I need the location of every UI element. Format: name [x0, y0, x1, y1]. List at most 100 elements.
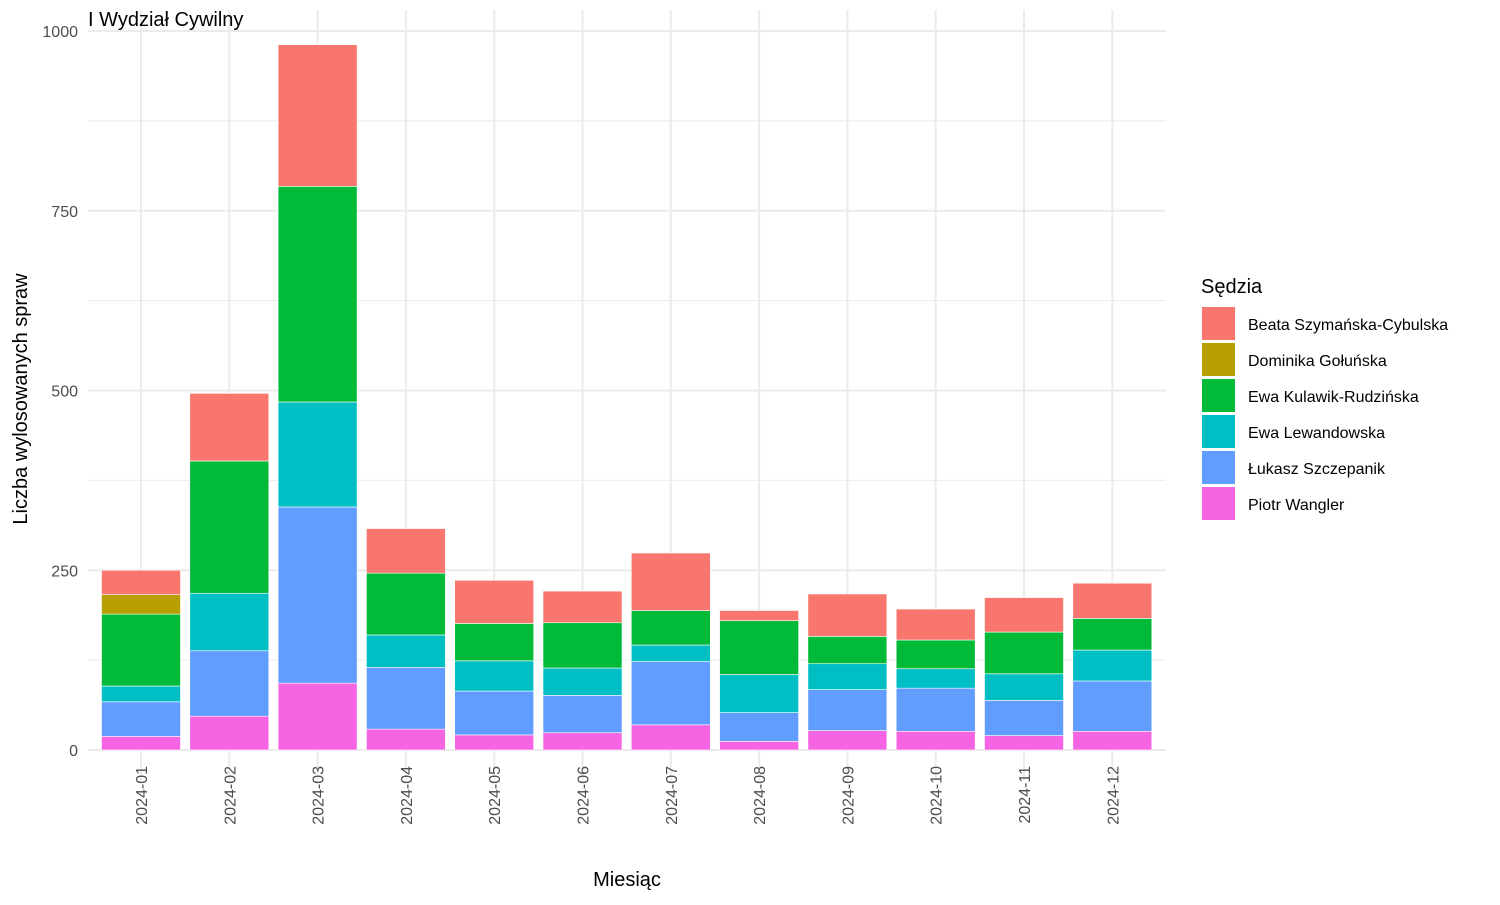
- x-tick-label: 2024-06: [576, 766, 593, 825]
- x-tick-label: 2024-07: [664, 766, 681, 825]
- legend-swatch: [1202, 307, 1235, 340]
- bar-segment: Piotr Wangler · 2024-10: 26: [895, 731, 976, 751]
- bar-segment: Beata Szymańska-Cybulska · 2024-01: 34: [101, 569, 181, 595]
- bar-segment: Łukasz Szczepanik · 2024-11: 49: [984, 700, 1064, 736]
- bar-segment: Łukasz Szczepanik · 2024-12: 70: [1072, 680, 1153, 732]
- x-tick-label: 2024-02: [222, 766, 239, 825]
- bar-segment: Łukasz Szczepanik · 2024-09: 57: [807, 689, 888, 731]
- legend-item: Ewa Lewandowska: [1202, 415, 1385, 448]
- bar-segment: Beata Szymańska-Cybulska · 2024-04: 62: [366, 528, 446, 574]
- bar-segment: Ewa Lewandowska · 2024-07: 23: [630, 644, 711, 662]
- bar-segment: Ewa Lewandowska · 2024-09: 36: [807, 663, 888, 690]
- x-tick-label: 2024-04: [399, 766, 416, 825]
- bar-segment: Ewa Kulawik-Rudzińska · 2024-11: 58: [984, 631, 1064, 675]
- bar-segment: Łukasz Szczepanik · 2024-05: 61: [454, 690, 535, 736]
- legend-label: Ewa Kulawik-Rudzińska: [1248, 389, 1419, 406]
- bar-segment: Ewa Lewandowska · 2024-12: 43: [1072, 649, 1153, 682]
- bar-segment: Ewa Lewandowska · 2024-01: 22: [101, 685, 181, 703]
- legend-label: Beata Szymańska-Cybulska: [1248, 317, 1448, 334]
- bar-segment: Dominika Gołuńska · 2024-01: 27: [101, 594, 181, 615]
- legend-title: Sędzia: [1201, 276, 1263, 298]
- bar-segment: Beata Szymańska-Cybulska · 2024-02: 94: [189, 393, 270, 462]
- bar-segment: Piotr Wangler · 2024-11: 20: [984, 735, 1064, 751]
- bars-layer: Piotr Wangler · 2024-01: 19 Łukasz Szczep…: [101, 44, 1153, 751]
- legend-item: Beata Szymańska-Cybulska: [1202, 307, 1448, 340]
- bar-segment: Beata Szymańska-Cybulska · 2024-12: 49: [1072, 582, 1153, 619]
- legend-label: Dominika Gołuńska: [1248, 353, 1387, 370]
- legend-item: Łukasz Szczepanik: [1202, 451, 1386, 484]
- legend: Sędzia Beata Szymańska-Cybulska Dominika …: [1201, 276, 1448, 520]
- legend-swatch: [1202, 343, 1235, 376]
- bar-segment: Beata Szymańska-Cybulska · 2024-11: 48: [984, 597, 1064, 633]
- legend-item: Piotr Wangler: [1202, 487, 1345, 520]
- bar-segment: Ewa Kulawik-Rudzińska · 2024-05: 52: [454, 623, 535, 662]
- bar-segment: Piotr Wangler · 2024-07: 35: [630, 724, 711, 751]
- bar-segment: Piotr Wangler · 2024-09: 27: [807, 730, 888, 751]
- bar-segment: Ewa Lewandowska · 2024-04: 45: [366, 634, 446, 668]
- bar-segment: Ewa Lewandowska · 2024-05: 42: [454, 660, 535, 692]
- y-tick-label: 1000: [42, 24, 78, 41]
- legend-item: Dominika Gołuńska: [1202, 343, 1387, 376]
- bar-segment: Piotr Wangler · 2024-12: 26: [1072, 731, 1153, 751]
- bar-segment: Beata Szymańska-Cybulska · 2024-09: 59: [807, 593, 888, 637]
- bar-segment: Ewa Kulawik-Rudzińska · 2024-07: 48: [630, 610, 711, 646]
- bar-segment: Ewa Lewandowska · 2024-02: 80: [189, 592, 270, 652]
- bar-segment: Ewa Kulawik-Rudzińska · 2024-02: 184: [189, 460, 270, 594]
- bar-segment: Łukasz Szczepanik · 2024-02: 91: [189, 650, 270, 717]
- bar-segment: Piotr Wangler · 2024-04: 29: [366, 728, 446, 751]
- bar-segment: Ewa Lewandowska · 2024-11: 37: [984, 673, 1064, 701]
- legend-label: Łukasz Szczepanik: [1248, 461, 1386, 478]
- x-tick-label: 2024-10: [929, 766, 946, 825]
- y-tick-label: 250: [51, 563, 78, 580]
- x-tick-label: 2024-11: [1017, 766, 1034, 824]
- bar-segment: Piotr Wangler · 2024-03: 93: [277, 682, 358, 751]
- bar-segment: Ewa Kulawik-Rudzińska · 2024-08: 75: [719, 620, 799, 675]
- x-tick-label: 2024-09: [840, 766, 857, 825]
- bar-segment: Ewa Lewandowska · 2024-03: 146: [277, 401, 358, 508]
- bar-segment: Łukasz Szczepanik · 2024-04: 86: [366, 667, 446, 730]
- bar-segment: Ewa Lewandowska · 2024-10: 27: [895, 668, 976, 689]
- bar-segment: Łukasz Szczepanik · 2024-03: 245: [277, 506, 358, 684]
- legend-label: Piotr Wangler: [1248, 497, 1345, 514]
- y-tick-label: 750: [51, 204, 78, 221]
- bar-segment: Piotr Wangler · 2024-05: 21: [454, 734, 535, 751]
- x-tick-label: 2024-05: [487, 766, 504, 825]
- x-tick-label: 2024-08: [752, 766, 769, 825]
- bar-segment: Piotr Wangler · 2024-01: 19: [101, 736, 181, 751]
- y-tick-label: 0: [69, 743, 78, 760]
- legend-item: Ewa Kulawik-Rudzińska: [1202, 379, 1419, 412]
- bar-segment: Ewa Kulawik-Rudzińska · 2024-04: 86: [366, 572, 446, 636]
- bar-segment: Beata Szymańska-Cybulska · 2024-08: 14: [719, 610, 799, 621]
- legend-swatch: [1202, 487, 1235, 520]
- bar-segment: Ewa Lewandowska · 2024-06: 38: [542, 667, 623, 696]
- x-axis-label: Miesiąc: [593, 869, 661, 891]
- bar-segment: Łukasz Szczepanik · 2024-10: 60: [895, 687, 976, 732]
- y-axis-label: Liczba wylosowanych spraw: [10, 273, 32, 525]
- bar-segment: Ewa Kulawik-Rudzińska · 2024-03: 300: [277, 186, 358, 403]
- bar-segment: Piotr Wangler · 2024-06: 24: [542, 732, 623, 751]
- legend-swatch: [1202, 451, 1235, 484]
- bar-segment: Beata Szymańska-Cybulska · 2024-06: 44: [542, 590, 623, 624]
- bar-segment: Łukasz Szczepanik · 2024-07: 88: [630, 661, 711, 726]
- y-tick-label: 500: [51, 384, 78, 401]
- bar-segment: Łukasz Szczepanik · 2024-06: 52: [542, 695, 623, 734]
- x-tick-label: 2024-12: [1105, 766, 1122, 825]
- legend-swatch: [1202, 415, 1235, 448]
- bar-segment: Beata Szymańska-Cybulska · 2024-03: 197: [277, 44, 358, 187]
- bar-segment: Ewa Kulawik-Rudzińska · 2024-06: 63: [542, 622, 623, 669]
- legend-label: Ewa Lewandowska: [1248, 425, 1385, 442]
- bar-segment: Ewa Kulawik-Rudzińska · 2024-10: 40: [895, 639, 976, 670]
- bar-segment: Ewa Kulawik-Rudzińska · 2024-09: 38: [807, 636, 888, 665]
- x-tick-label: 2024-01: [134, 766, 151, 825]
- x-tick-label: 2024-03: [311, 766, 328, 825]
- bar-segment: Ewa Kulawik-Rudzińska · 2024-01: 100: [101, 613, 181, 687]
- chart-title: I Wydział Cywilny: [88, 9, 243, 31]
- bar-segment: Łukasz Szczepanik · 2024-08: 40: [719, 712, 799, 742]
- bar-segment: Ewa Lewandowska · 2024-08: 53: [719, 674, 799, 713]
- bar-segment: Piotr Wangler · 2024-08: 12: [719, 741, 799, 751]
- bar-segment: Piotr Wangler · 2024-02: 47: [189, 715, 270, 751]
- bar-segment: Ewa Kulawik-Rudzińska · 2024-12: 44: [1072, 618, 1153, 651]
- bar-segment: Beata Szymańska-Cybulska · 2024-05: 60: [454, 580, 535, 624]
